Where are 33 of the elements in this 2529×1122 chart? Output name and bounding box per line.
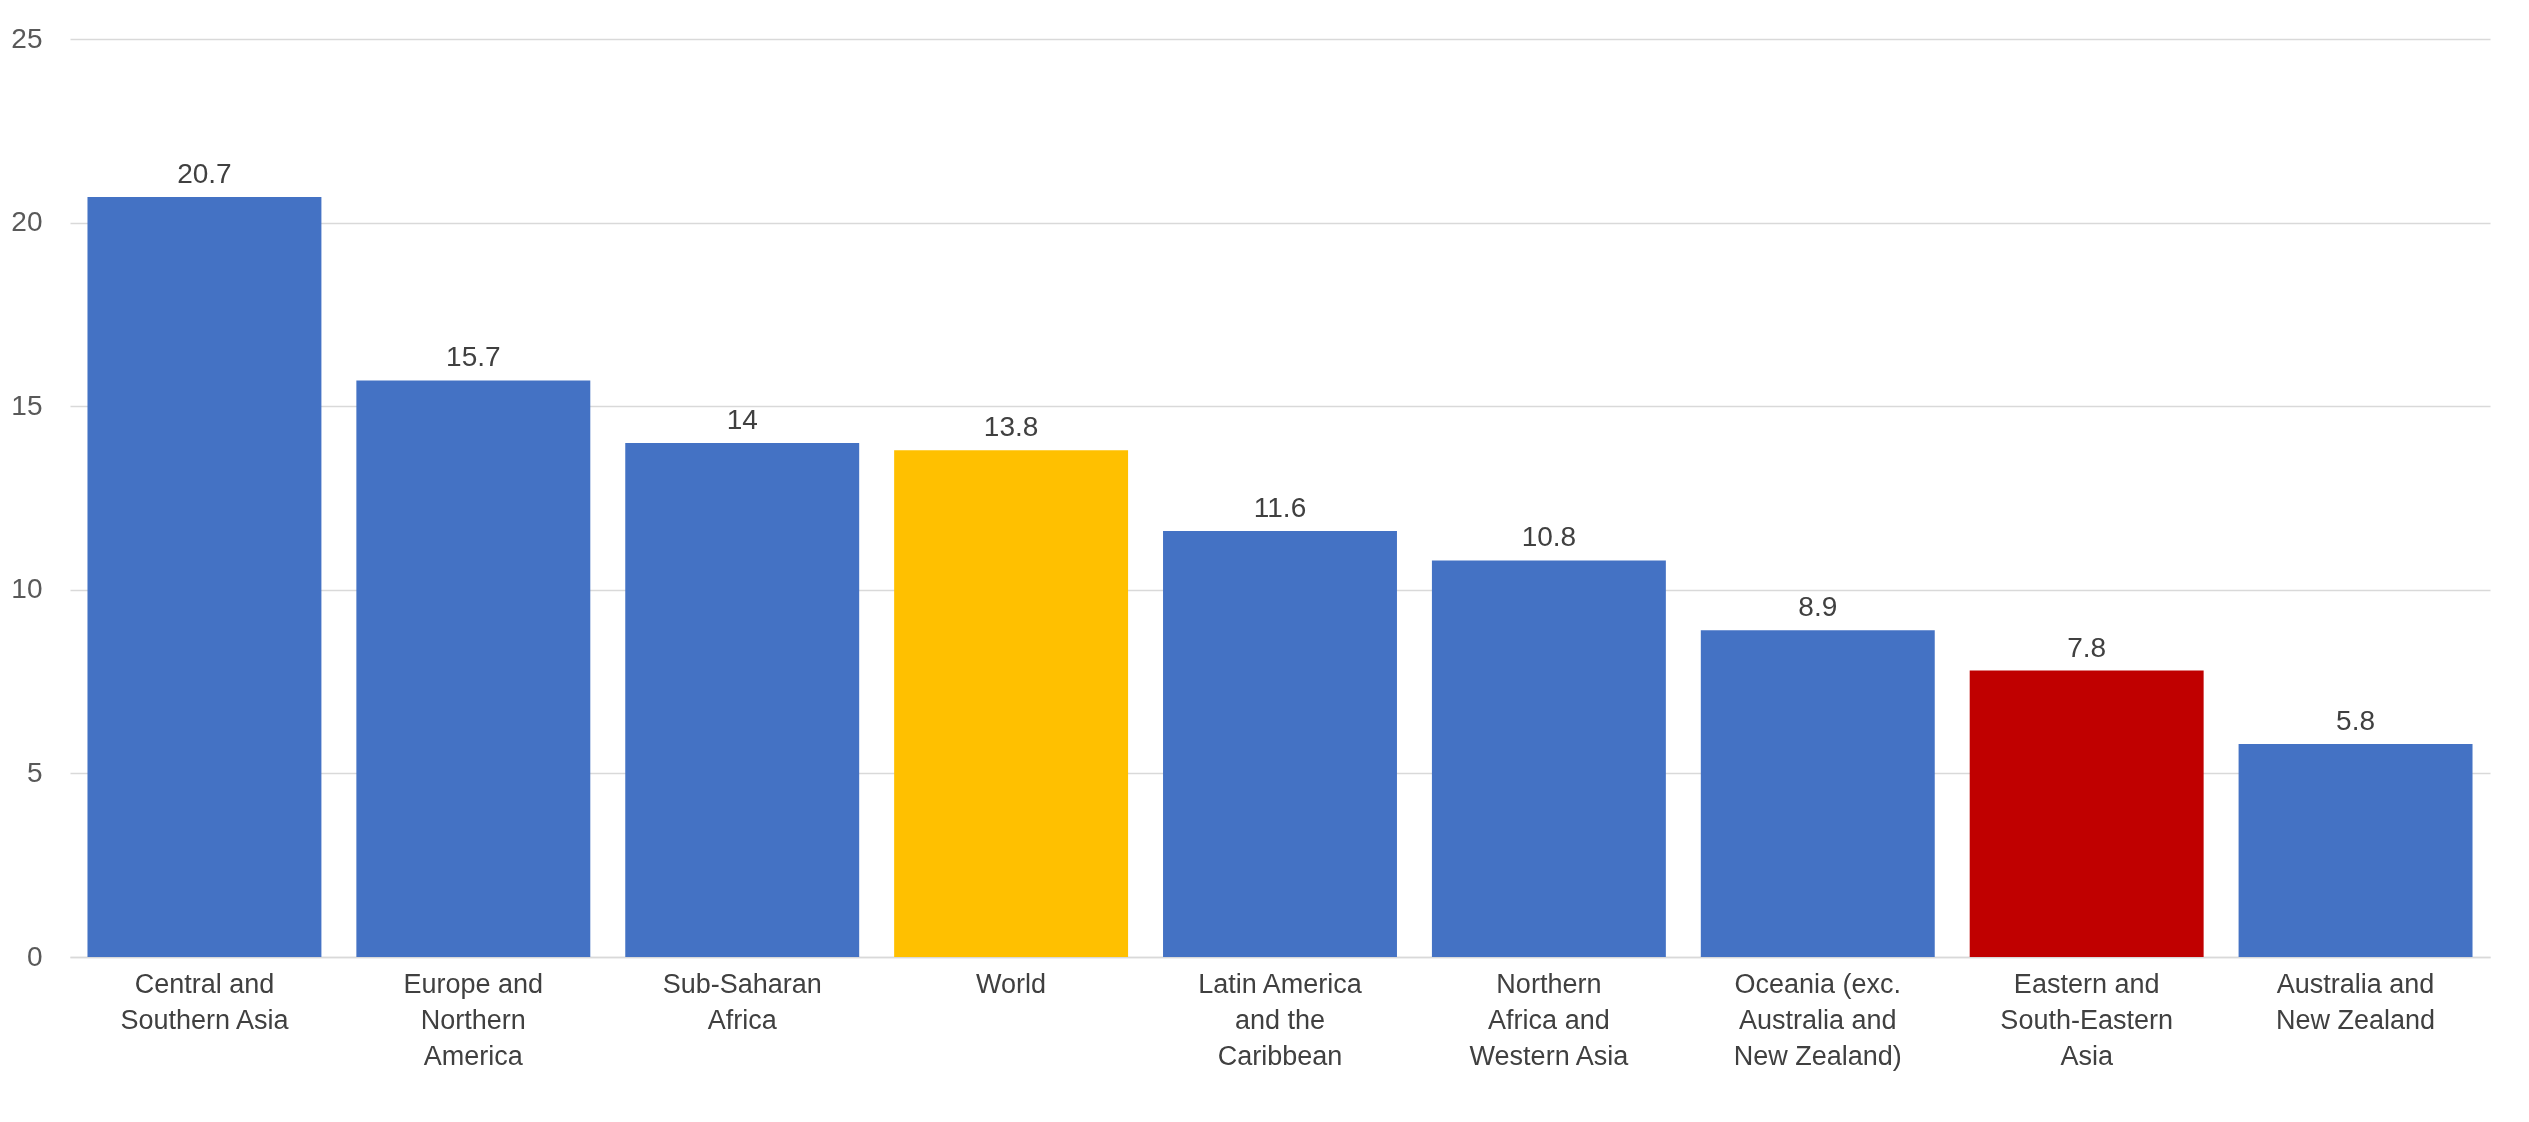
y-tick-label: 10 [11, 573, 43, 605]
y-tick-label: 0 [26, 940, 43, 972]
y-tick-label: 15 [11, 389, 43, 421]
data-label: 14 [726, 403, 758, 435]
data-label: 13.8 [983, 411, 1039, 443]
bar [356, 380, 591, 957]
x-tick-label: Oceania (exc. Australia and New Zealand) [1733, 968, 1902, 1071]
data-label: 11.6 [1253, 492, 1307, 524]
bar [1969, 670, 2204, 957]
bar [894, 450, 1129, 957]
x-tick-label: World [976, 968, 1047, 999]
data-label: 20.7 [177, 157, 232, 189]
x-tick-label: Eastern and South-Eastern Asia [2000, 968, 2173, 1071]
bar [87, 196, 322, 957]
x-tick-label: Northern Africa and Western Asia [1469, 968, 1630, 1071]
bar [1431, 560, 1666, 957]
x-tick-label: Central and Southern Asia [120, 968, 290, 1035]
data-label: 15.7 [446, 341, 501, 373]
x-tick-label: Latin America and the Caribbean [1198, 968, 1363, 1071]
x-tick-label: Australia and New Zealand [2276, 968, 2436, 1035]
bar [1700, 630, 1935, 957]
data-label: 5.8 [2336, 705, 2376, 737]
data-label: 10.8 [1521, 521, 1577, 553]
data-label: 7.8 [2067, 631, 2107, 663]
x-tick-label: Sub-Saharan Africa [662, 968, 822, 1035]
y-tick-label: 20 [11, 206, 43, 238]
bar [2238, 744, 2473, 957]
y-tick-label: 5 [26, 756, 43, 788]
bar [625, 442, 860, 957]
y-tick-label: 25 [11, 22, 43, 54]
bar [1163, 531, 1397, 957]
x-tick-label: Europe and Northern America [403, 968, 544, 1071]
data-label: 8.9 [1798, 591, 1838, 623]
